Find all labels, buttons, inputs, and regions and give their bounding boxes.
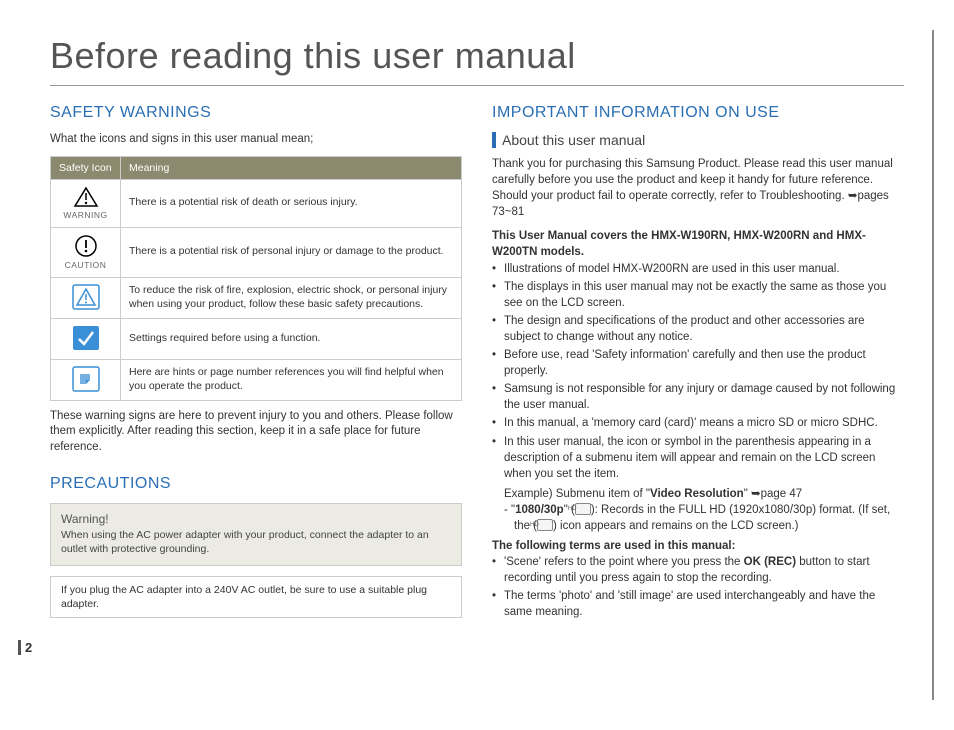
icon-label: CAUTION [65,260,107,270]
about-manual-subheading: About this user manual [492,132,904,148]
safety-footer-text: These warning signs are here to prevent … [50,409,462,456]
blue-check-icon [72,325,100,351]
two-column-layout: SAFETY WARNINGS What the icons and signs… [50,104,904,625]
hd-inline-icon [537,519,553,531]
meaning-cell: To reduce the risk of fire, explosion, e… [121,277,462,318]
dash-bold: 1080/30p [515,504,564,516]
dash-close: ) icon appears and remains on the LCD sc… [553,520,798,532]
example-bold: Video Resolution [650,488,744,500]
hd-inline-icon [575,503,591,515]
icon-cell-settings [51,318,121,359]
meaning-cell: There is a potential risk of death or se… [121,179,462,227]
icon-cell-hint [51,359,121,400]
table-header-icon: Safety Icon [51,156,121,179]
safety-icon-table: Safety Icon Meaning WARNING There is a p… [50,156,462,401]
caution-circle-icon [74,234,98,258]
meaning-cell: There is a potential risk of personal in… [121,227,462,277]
table-row: CAUTION There is a potential risk of per… [51,227,462,277]
blue-note-icon [72,366,100,392]
list-item: The terms 'photo' and 'still image' are … [492,588,904,620]
blue-triangle-icon [72,284,100,310]
page-number: 2 [18,640,32,655]
info-bullet-list-1: Illustrations of model HMX-W200RN are us… [492,261,904,482]
icon-cell-warning: WARNING [51,179,121,227]
right-column: IMPORTANT INFORMATION ON USE About this … [492,104,904,625]
icon-label: WARNING [63,210,107,220]
page-title: Before reading this user manual [50,35,904,86]
table-row: To reduce the risk of fire, explosion, e… [51,277,462,318]
meaning-cell: Here are hints or page number references… [121,359,462,400]
table-row: Here are hints or page number references… [51,359,462,400]
table-header-meaning: Meaning [121,156,462,179]
icon-cell-attention [51,277,121,318]
manual-page: Before reading this user manual SAFETY W… [0,0,954,645]
models-covered-text: This User Manual covers the HMX-W190RN, … [492,228,904,260]
important-info-heading: IMPORTANT INFORMATION ON USE [492,104,904,122]
warning-box-body: When using the AC power adapter with you… [61,528,451,556]
example-pre: Example) Submenu item of " [504,488,650,500]
list-item: 'Scene' refers to the point where you pr… [492,554,904,586]
about-body-text: Thank you for purchasing this Samsung Pr… [492,156,904,220]
info-bullet-list-2: 'Scene' refers to the point where you pr… [492,554,904,620]
warning-callout-box: Warning! When using the AC power adapter… [50,503,462,565]
example-line: Example) Submenu item of "Video Resoluti… [492,486,904,502]
list-item: In this user manual, the icon or symbol … [492,434,904,482]
left-column: SAFETY WARNINGS What the icons and signs… [50,104,462,625]
scene-pre: 'Scene' refers to the point where you pr… [504,556,744,568]
plug-note-box: If you plug the AC adapter into a 240V A… [50,576,462,618]
precautions-heading: PRECAUTIONS [50,475,462,493]
icon-cell-caution: CAUTION [51,227,121,277]
example-post: " ➥page 47 [744,488,802,500]
warning-triangle-icon [73,186,99,208]
list-item: Before use, read 'Safety information' ca… [492,347,904,379]
table-row: Settings required before using a functio… [51,318,462,359]
table-row: WARNING There is a potential risk of dea… [51,179,462,227]
warning-box-title: Warning! [61,512,451,526]
list-item: Samsung is not responsible for any injur… [492,381,904,413]
list-item: The displays in this user manual may not… [492,279,904,311]
list-item: In this manual, a 'memory card (card)' m… [492,415,904,431]
scene-bold: OK (REC) [744,556,796,568]
safety-warnings-heading: SAFETY WARNINGS [50,104,462,122]
terms-heading: The following terms are used in this man… [492,538,904,554]
list-item: The design and specifications of the pro… [492,313,904,345]
list-item: Illustrations of model HMX-W200RN are us… [492,261,904,277]
dash-detail-line: - "1080/30p" (): Records in the FULL HD … [492,502,904,534]
safety-intro-text: What the icons and signs in this user ma… [50,132,462,148]
dash-pre: - " [504,504,515,516]
page-edge-marker [932,30,934,700]
meaning-cell: Settings required before using a functio… [121,318,462,359]
